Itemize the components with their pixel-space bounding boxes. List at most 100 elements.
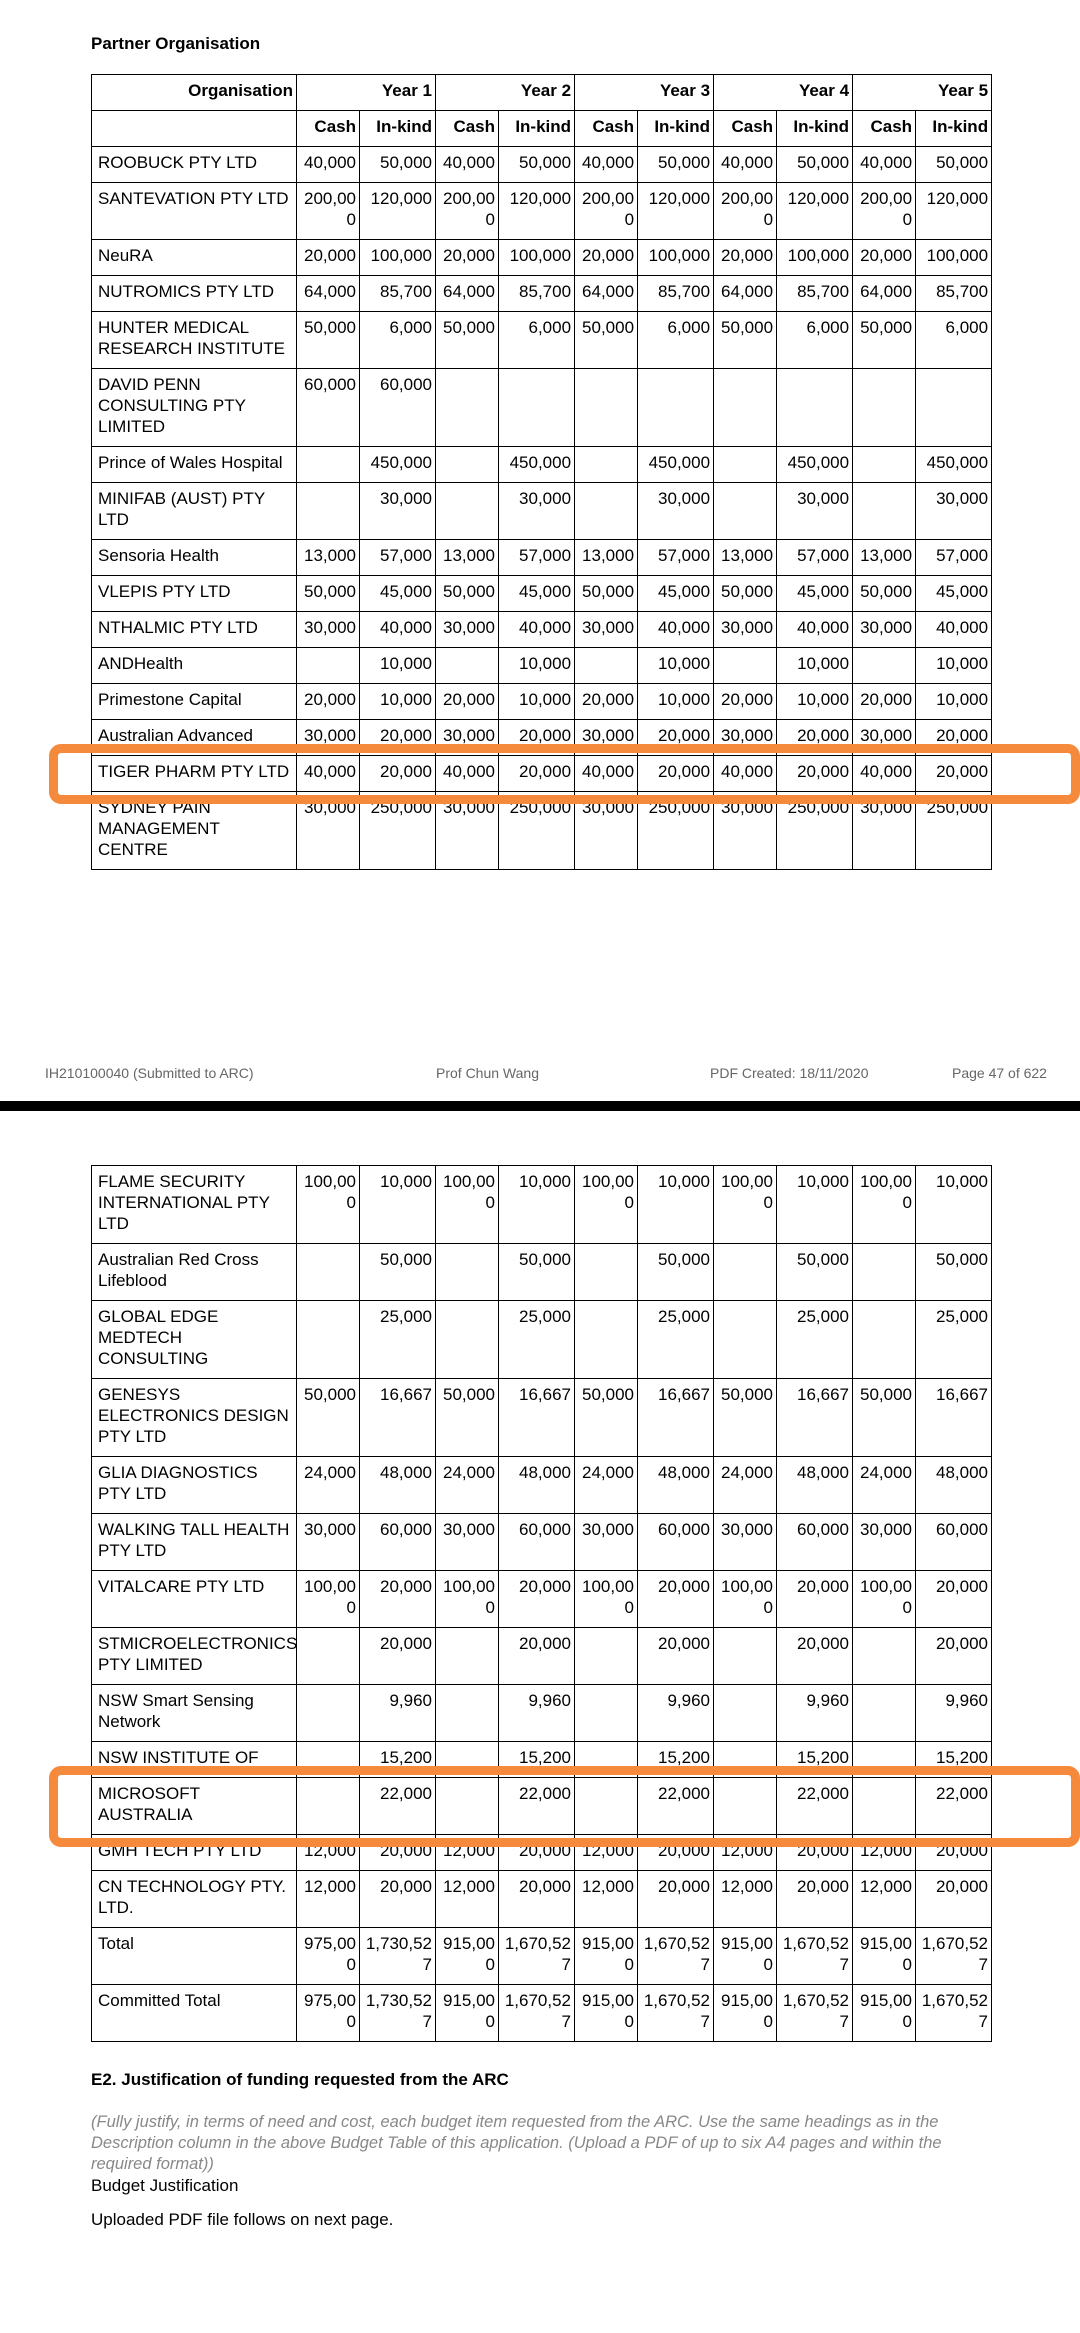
table-cell bbox=[637, 368, 715, 447]
table-cell: 20,000 bbox=[713, 683, 778, 720]
table-cell: 64,000 bbox=[296, 275, 360, 312]
table-cell: 450,000 bbox=[776, 446, 854, 483]
table-cell: NTHALMIC PTY LTD bbox=[91, 611, 297, 648]
table-cell: 13,000 bbox=[713, 539, 778, 576]
table-row: SANTEVATION PTY LTD 200,000 120,000 200,000… bbox=[91, 182, 993, 240]
table-cell: Cash bbox=[713, 110, 778, 147]
table-cell bbox=[776, 368, 854, 447]
table-row: FLAME SECURITY INTERNATIONAL PTY LTD 100,… bbox=[91, 1165, 992, 1244]
table-cell bbox=[852, 1243, 916, 1301]
table-cell: 50,000 bbox=[852, 1378, 916, 1457]
table-cell: In-kind bbox=[498, 110, 576, 147]
table-cell: 16,667 bbox=[637, 1378, 714, 1457]
table-cell bbox=[435, 1243, 499, 1301]
table-cell: 50,000 bbox=[915, 1243, 992, 1301]
table-cell: 50,000 bbox=[713, 575, 778, 612]
table-row: TIGER PHARM PTY LTD 40,000 20,000 40,000 20,… bbox=[91, 755, 993, 792]
table-cell: 10,000 bbox=[915, 1165, 992, 1244]
table-cell: 50,000 bbox=[776, 146, 854, 183]
table-cell: 100,000 bbox=[498, 239, 576, 276]
table-cell: 16,667 bbox=[498, 1378, 575, 1457]
table-row: GLIA DIAGNOSTICS PTY LTD 24,000 48,000 24,0… bbox=[91, 1456, 992, 1514]
table-cell: 6,000 bbox=[358, 311, 437, 369]
table-cell: Year 2 bbox=[435, 74, 576, 111]
table-cell: 30,000 bbox=[435, 791, 500, 870]
table-cell: 10,000 bbox=[498, 683, 576, 720]
table-cell: Cash bbox=[435, 110, 500, 147]
footer-id: IH210100040 (Submitted to ARC) bbox=[45, 1065, 254, 1081]
table-cell: CN TECHNOLOGY PTY. LTD. bbox=[91, 1870, 297, 1928]
table-cell: 120,000 bbox=[915, 182, 993, 240]
table-cell: 20,000 bbox=[359, 1627, 436, 1685]
table-cell: 13,000 bbox=[435, 539, 500, 576]
table-cell: 100,000 bbox=[776, 239, 854, 276]
table-cell bbox=[852, 368, 917, 447]
table-cell: 1,670,527 bbox=[776, 1984, 853, 2042]
table-cell: VLEPIS PTY LTD bbox=[91, 575, 297, 612]
table-cell: 20,000 bbox=[498, 1627, 575, 1685]
page-separator bbox=[0, 1101, 1080, 1111]
table-cell: 30,000 bbox=[574, 611, 639, 648]
table-cell bbox=[713, 1300, 777, 1379]
table-cell: Sensoria Health bbox=[91, 539, 297, 576]
table-cell bbox=[296, 1300, 360, 1379]
table-cell bbox=[574, 1684, 638, 1742]
table-cell: 450,000 bbox=[358, 446, 437, 483]
table-cell: 50,000 bbox=[574, 311, 639, 369]
table-cell: 30,000 bbox=[852, 1513, 916, 1571]
table-cell: 50,000 bbox=[637, 1243, 714, 1301]
table-row: STMICROELECTRONICS PTY LIMITED 20,000 20,0… bbox=[91, 1627, 992, 1685]
table-cell: 45,000 bbox=[776, 575, 854, 612]
table-cell: 1,670,527 bbox=[637, 1927, 714, 1985]
table-row: ROOBUCK PTY LTD 40,000 50,000 40,000 50,000 4… bbox=[91, 146, 993, 183]
table-cell: 10,000 bbox=[359, 1165, 436, 1244]
table-cell bbox=[296, 647, 360, 684]
table-cell: 85,700 bbox=[915, 275, 993, 312]
table-cell: 60,000 bbox=[498, 1513, 575, 1571]
table-cell: 915,000 bbox=[574, 1984, 638, 2042]
table-cell: 16,667 bbox=[359, 1378, 436, 1457]
table-cell: ANDHealth bbox=[91, 647, 297, 684]
table-cell: 24,000 bbox=[713, 1456, 777, 1514]
table-cell: 12,000 bbox=[435, 1870, 499, 1928]
table-cell bbox=[713, 647, 778, 684]
table-cell: 6,000 bbox=[776, 311, 854, 369]
footer-author: Prof Chun Wang bbox=[436, 1065, 539, 1081]
table-cell bbox=[296, 446, 360, 483]
table-cell: 50,000 bbox=[637, 146, 715, 183]
table-cell: 45,000 bbox=[358, 575, 437, 612]
table-cell: 120,000 bbox=[358, 182, 437, 240]
table-cell: 20,000 bbox=[852, 683, 917, 720]
table-cell bbox=[852, 647, 917, 684]
table-cell: 50,000 bbox=[713, 1378, 777, 1457]
table-cell: 16,667 bbox=[776, 1378, 853, 1457]
table-cell: 100,000 bbox=[713, 1165, 777, 1244]
table-cell: GLOBAL EDGE MEDTECH CONSULTING bbox=[91, 1300, 297, 1379]
table-cell: 48,000 bbox=[776, 1456, 853, 1514]
table-cell: 10,000 bbox=[358, 647, 437, 684]
table-row: NTHALMIC PTY LTD 30,000 40,000 30,000 40,000… bbox=[91, 611, 993, 648]
table-cell: 100,000 bbox=[637, 239, 715, 276]
table-cell: 85,700 bbox=[358, 275, 437, 312]
table-cell: 25,000 bbox=[776, 1300, 853, 1379]
table-cell: 30,000 bbox=[358, 482, 437, 540]
table-cell bbox=[574, 647, 639, 684]
table-cell: 30,000 bbox=[915, 482, 993, 540]
table-cell: 64,000 bbox=[713, 275, 778, 312]
table-cell: 30,000 bbox=[296, 1513, 360, 1571]
table-cell: 60,000 bbox=[637, 1513, 714, 1571]
table-cell: 1,670,527 bbox=[915, 1927, 992, 1985]
table-cell: 10,000 bbox=[358, 683, 437, 720]
table-cell: 40,000 bbox=[498, 611, 576, 648]
table-cell: 6,000 bbox=[498, 311, 576, 369]
table-cell: 1,670,527 bbox=[637, 1984, 714, 2042]
table-cell: 20,000 bbox=[358, 755, 437, 792]
instructions: (Fully justify, in terms of need and cos… bbox=[91, 2113, 942, 2173]
table-cell: In-kind bbox=[358, 110, 437, 147]
table-cell: 915,000 bbox=[574, 1927, 638, 1985]
table-cell: 45,000 bbox=[498, 575, 576, 612]
table-row: GLOBAL EDGE MEDTECH CONSULTING 25,000 25,0… bbox=[91, 1300, 992, 1379]
table-cell: 25,000 bbox=[915, 1300, 992, 1379]
table-row: Prince of Wales Hospital 450,000 450,000 45… bbox=[91, 446, 993, 483]
